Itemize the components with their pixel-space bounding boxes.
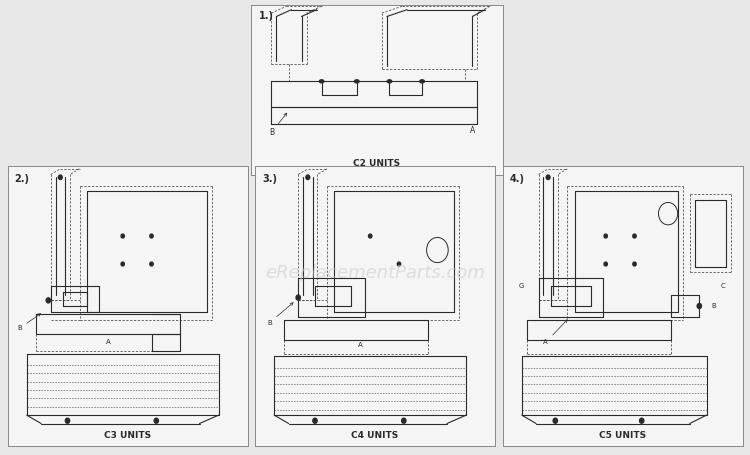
Circle shape — [150, 234, 153, 238]
Circle shape — [313, 418, 317, 423]
Text: A: A — [470, 126, 475, 135]
Circle shape — [296, 295, 300, 300]
Circle shape — [640, 418, 644, 423]
Circle shape — [121, 234, 124, 238]
Text: 1.): 1.) — [259, 11, 274, 21]
Circle shape — [46, 298, 50, 303]
Circle shape — [402, 418, 406, 423]
Text: 4.): 4.) — [510, 174, 525, 184]
Circle shape — [398, 262, 400, 266]
Text: C4 UNITS: C4 UNITS — [351, 431, 399, 440]
Text: B: B — [711, 303, 716, 309]
Text: C3 UNITS: C3 UNITS — [104, 431, 151, 440]
Circle shape — [387, 80, 392, 83]
Text: C: C — [721, 283, 726, 289]
Text: C5 UNITS: C5 UNITS — [599, 431, 646, 440]
Circle shape — [320, 80, 324, 83]
Circle shape — [368, 234, 372, 238]
Text: B: B — [268, 113, 286, 137]
Text: A: A — [358, 342, 363, 348]
Circle shape — [554, 418, 557, 423]
Circle shape — [604, 262, 608, 266]
Circle shape — [121, 262, 124, 266]
Text: A: A — [106, 339, 111, 345]
Circle shape — [546, 175, 550, 180]
Circle shape — [698, 303, 701, 308]
Circle shape — [355, 80, 359, 83]
Text: A: A — [543, 320, 567, 345]
Circle shape — [154, 418, 158, 423]
Circle shape — [65, 418, 70, 423]
Text: 3.): 3.) — [262, 174, 278, 184]
Text: C2 UNITS: C2 UNITS — [353, 159, 401, 168]
Circle shape — [58, 175, 62, 180]
Circle shape — [420, 80, 424, 83]
Circle shape — [633, 262, 636, 266]
Text: G: G — [519, 283, 524, 289]
Text: eReplacementParts.com: eReplacementParts.com — [265, 264, 485, 282]
Text: 2.): 2.) — [15, 174, 30, 184]
Text: B: B — [17, 313, 40, 331]
Circle shape — [306, 175, 310, 180]
Circle shape — [633, 234, 636, 238]
Circle shape — [150, 262, 153, 266]
Circle shape — [604, 234, 608, 238]
Text: B: B — [267, 303, 293, 326]
